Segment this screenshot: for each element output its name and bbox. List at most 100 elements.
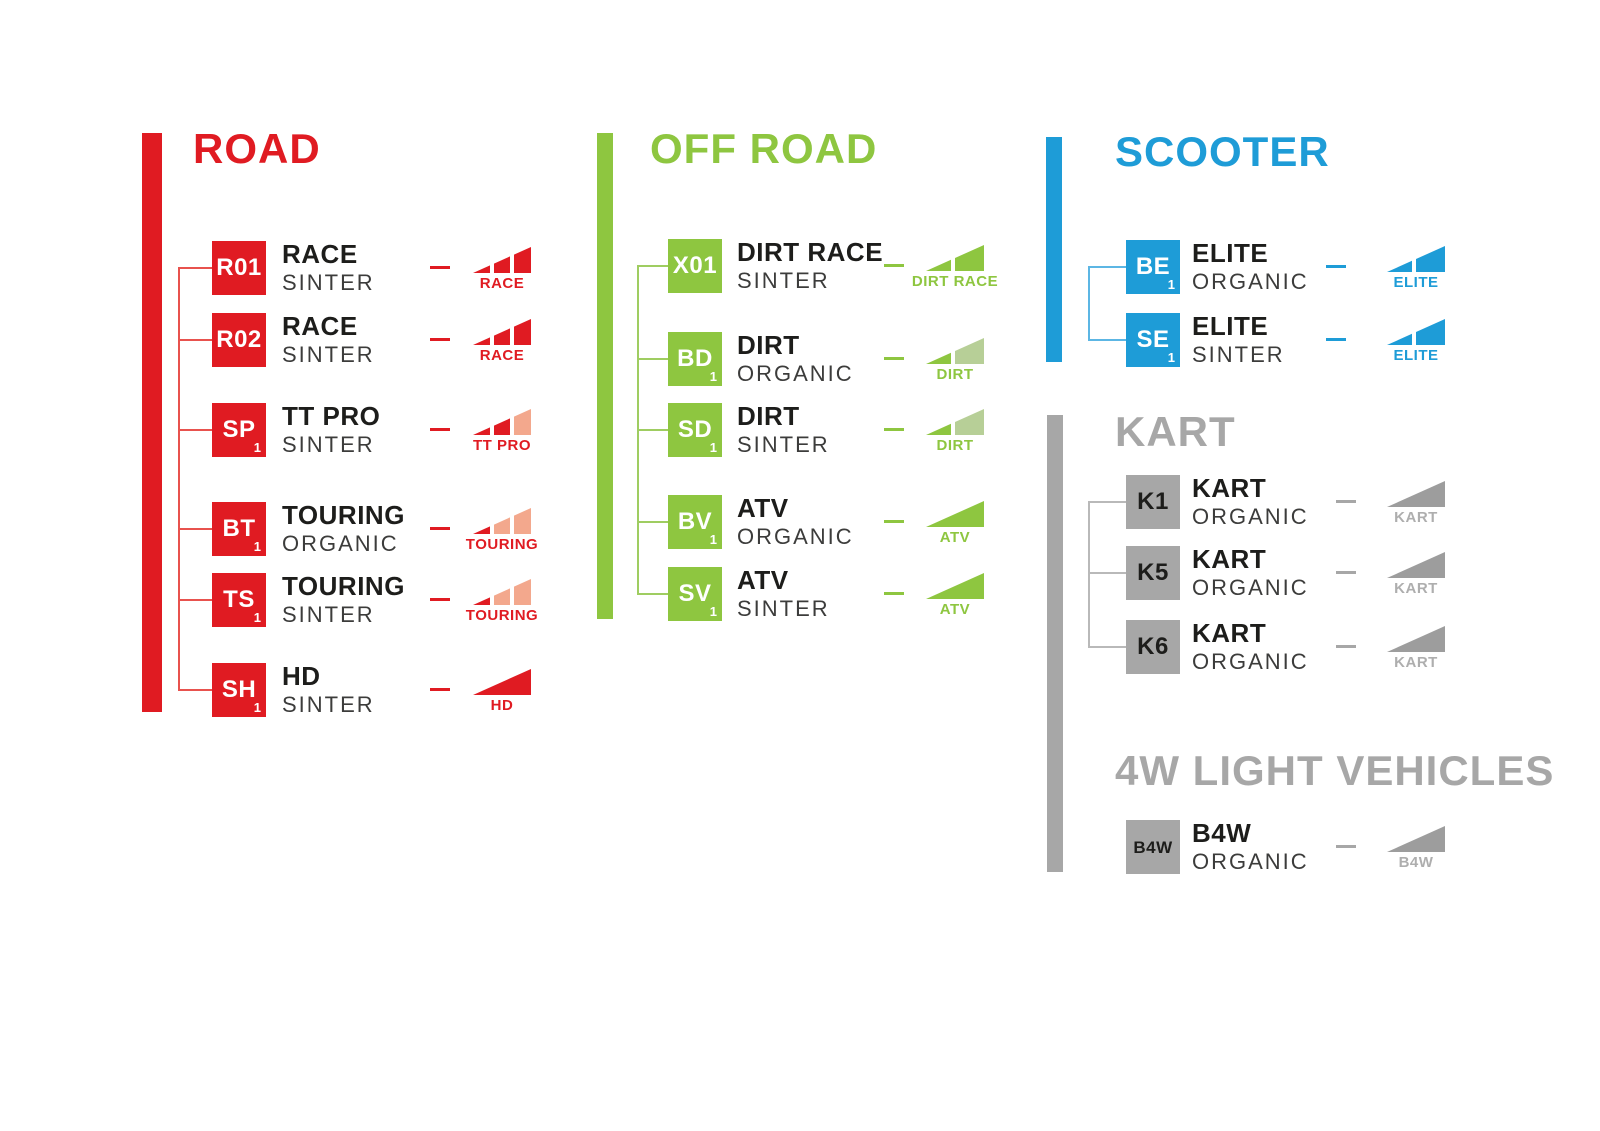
performance-level-label: ELITE [1393, 347, 1439, 364]
dash-line [430, 266, 450, 269]
performance-level-label: TT PRO [473, 437, 531, 454]
product-code: B4W [1133, 837, 1173, 857]
product-name: ATV [737, 565, 789, 595]
performance-ramp-icon [926, 338, 984, 364]
product-code: SH [221, 676, 257, 703]
product-name: TT PRO [282, 401, 381, 431]
performance-level-label: KART [1394, 509, 1438, 526]
compound-type: SINTER [282, 432, 375, 457]
product-code-subscript: 1 [253, 440, 261, 455]
product-code-subscript: 1 [253, 539, 261, 554]
product-code-badge: SV 1 [668, 567, 722, 621]
road-connector-line [178, 268, 180, 691]
product-row: K6 KART ORGANIC KART [0, 620, 1600, 674]
product-name: RACE [282, 239, 358, 269]
product-name: DIRT [737, 401, 800, 431]
dash-line [884, 428, 904, 431]
compound-type: SINTER [282, 692, 375, 717]
product-name: KART [1192, 544, 1267, 574]
product-row: SH 1 HD SINTER HD [0, 663, 1600, 717]
performance-level-label: TOURING [465, 536, 539, 553]
product-code-subscript: 1 [709, 532, 717, 547]
performance-level-label: ELITE [1393, 274, 1439, 291]
compound-type: SINTER [282, 270, 375, 295]
product-code: SP [222, 416, 256, 443]
offroad-section-title: OFF ROAD [650, 125, 878, 172]
dash-line [430, 338, 450, 341]
connector-stub [1088, 572, 1126, 574]
performance-level-label: KART [1394, 654, 1438, 671]
connector-stub [1088, 266, 1126, 268]
product-labels: KART ORGANIC [1192, 475, 1309, 528]
connector-stub [637, 265, 668, 267]
product-labels: ELITE ORGANIC [1192, 240, 1309, 293]
performance-ramp-icon [473, 579, 531, 605]
connector-stub [1088, 339, 1126, 341]
product-code: TS [223, 586, 255, 613]
product-code-badge: K1 [1126, 475, 1180, 529]
performance-level-label: HD [490, 697, 514, 714]
product-code-badge: BE 1 [1126, 240, 1180, 294]
product-code: SE [1136, 326, 1170, 353]
product-code-badge: BT 1 [212, 502, 266, 556]
product-name: RACE [282, 311, 358, 341]
compound-type: ORGANIC [1192, 504, 1309, 529]
connector-stub [1088, 501, 1126, 503]
product-code: BD [677, 345, 713, 372]
compound-type: SINTER [282, 602, 375, 627]
dash-line [430, 428, 450, 431]
dash-line [884, 520, 904, 523]
product-row: SV 1 ATV SINTER ATV [0, 567, 1600, 621]
dash-line [884, 357, 904, 360]
product-code-subscript: 1 [1167, 277, 1175, 292]
performance-ramp-icon [926, 501, 984, 527]
product-row: BD 1 DIRT ORGANIC DIRT [0, 332, 1600, 386]
product-name: DIRT [737, 330, 800, 360]
performance-level-label: DIRT [936, 366, 974, 383]
product-code-badge: BD 1 [668, 332, 722, 386]
dash-line [430, 688, 450, 691]
dash-line [430, 527, 450, 530]
performance-ramp-icon [473, 409, 531, 435]
compound-type: ORGANIC [737, 524, 854, 549]
performance-ramp-icon [926, 409, 984, 435]
dash-line [1326, 338, 1346, 341]
product-code-badge: SH 1 [212, 663, 266, 717]
compound-type: SINTER [737, 596, 830, 621]
connector-stub [178, 339, 212, 341]
connector-stub [178, 429, 212, 431]
product-code-subscript: 1 [253, 700, 261, 715]
product-labels: DIRT ORGANIC [737, 332, 854, 385]
kart-4w-category-bar [1047, 415, 1063, 872]
product-name: DIRT RACE [737, 237, 884, 267]
product-labels: TOURING SINTER [282, 573, 405, 626]
product-name: ATV [737, 493, 789, 523]
performance-ramp-icon [1387, 552, 1445, 578]
product-name: TOURING [282, 571, 405, 601]
performance-level-label: KART [1394, 580, 1438, 597]
product-code-badge: K6 [1126, 620, 1180, 674]
product-code-badge: R01 [212, 241, 266, 295]
product-row: SP 1 TT PRO SINTER TT PRO [0, 403, 1600, 457]
product-labels: KART ORGANIC [1192, 546, 1309, 599]
product-code-badge: X01 [668, 239, 722, 293]
product-code: BV [677, 508, 713, 535]
dash-line [1336, 845, 1356, 848]
dash-line [1326, 265, 1346, 268]
product-labels: TT PRO SINTER [282, 403, 380, 456]
product-row: X01 DIRT RACE SINTER DIRT RACE [0, 239, 1600, 293]
product-code-badge: SP 1 [212, 403, 266, 457]
product-labels: TOURING ORGANIC [282, 502, 405, 555]
performance-ramp-icon [1387, 826, 1445, 852]
product-code: BE [1135, 253, 1171, 280]
product-name: TOURING [282, 500, 405, 530]
performance-level-label: DIRT [936, 437, 974, 454]
product-code-subscript: 1 [709, 369, 717, 384]
dash-line [884, 592, 904, 595]
product-code-subscript: 1 [253, 610, 261, 625]
performance-ramp-icon [473, 319, 531, 345]
product-labels: HD SINTER [282, 663, 375, 716]
connector-stub [637, 429, 668, 431]
performance-level-label: ATV [939, 529, 971, 546]
product-row: TS 1 TOURING SINTER TOURING [0, 573, 1600, 627]
